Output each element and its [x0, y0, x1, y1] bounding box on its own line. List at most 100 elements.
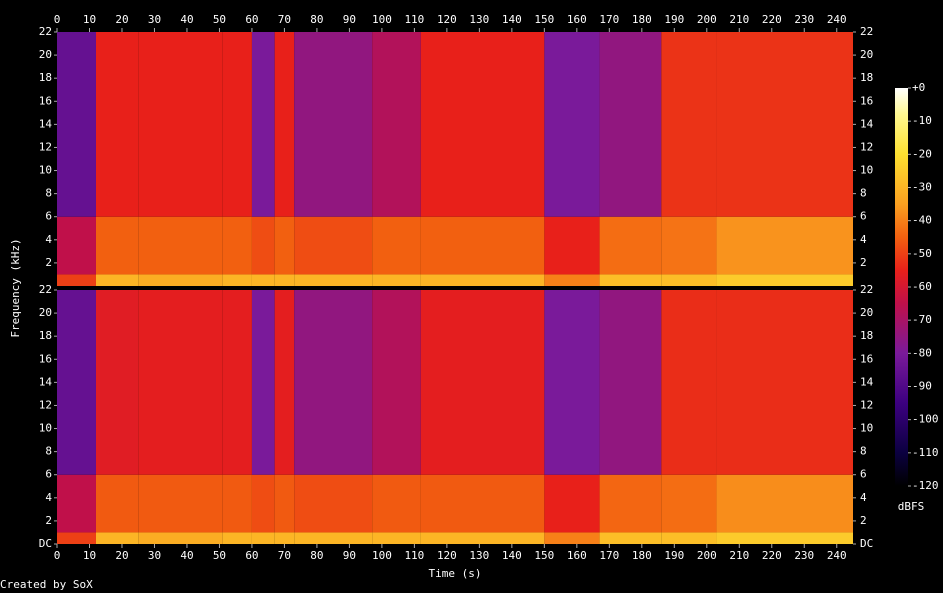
y-tick-label-right: 12 [860, 398, 873, 411]
heat-cell [420, 32, 545, 217]
heat-cell [95, 32, 139, 217]
heat-cell [57, 32, 96, 217]
y-tick-label-right: 12 [860, 140, 873, 153]
heat-cell [544, 274, 600, 286]
y-tick-label: 2 [45, 256, 52, 269]
x-tick-label-top: 200 [697, 13, 717, 26]
y-tick-label-right: 14 [860, 375, 874, 388]
x-axis-label: Time (s) [429, 567, 482, 580]
y-tick-label: 10 [39, 422, 52, 435]
x-tick-label: 80 [310, 549, 323, 562]
heat-cell [222, 274, 252, 286]
heat-cell [274, 474, 295, 533]
x-tick-label-top: 50 [213, 13, 226, 26]
y-tick-label-right: 22 [860, 25, 873, 38]
x-tick-label: 30 [148, 549, 161, 562]
y-tick-label-right: 16 [860, 94, 873, 107]
x-tick-label: 170 [599, 549, 619, 562]
y-tick-label-right: 2 [860, 514, 867, 527]
heat-cell [138, 290, 223, 475]
heat-cell [222, 290, 252, 475]
colorbar-tick-label: -40 [912, 214, 932, 227]
heat-cell [251, 32, 275, 217]
x-tick-label: 0 [54, 549, 61, 562]
y-tick-label: 16 [39, 352, 52, 365]
x-tick-label: 10 [83, 549, 96, 562]
heat-cell [599, 274, 662, 286]
heat-cell [251, 274, 275, 286]
y-tick-label: 20 [39, 306, 52, 319]
heat-cell [599, 32, 662, 217]
heat-cell [294, 32, 373, 217]
x-tick-label: 230 [794, 549, 814, 562]
x-tick-label-top: 160 [567, 13, 587, 26]
x-tick-label-top: 40 [180, 13, 193, 26]
y-tick-label-right: 22 [860, 283, 873, 296]
y-tick-label-right: DC [860, 537, 873, 550]
x-tick-label-top: 80 [310, 13, 323, 26]
colorbar-label: dBFS [898, 500, 925, 513]
colorbar-tick-label: -50 [912, 247, 932, 260]
x-tick-label-top: 240 [827, 13, 847, 26]
y-tick-label-right: 14 [860, 117, 874, 130]
heat-cell [420, 274, 545, 286]
heat-cell [222, 216, 252, 275]
heat-cell [544, 474, 600, 533]
heat-cell [420, 290, 545, 475]
heat-cell [138, 32, 223, 217]
x-tick-label: 240 [827, 549, 847, 562]
x-tick-label: 110 [404, 549, 424, 562]
heat-cell [274, 216, 295, 275]
y-tick-label: DC [39, 537, 52, 550]
y-tick-label-right: 6 [860, 210, 867, 223]
y-tick-label-right: 10 [860, 164, 873, 177]
heat-cell [661, 216, 717, 275]
heat-cell [274, 532, 295, 544]
heat-cell [251, 290, 275, 475]
heat-cell [661, 32, 717, 217]
heat-cell [716, 32, 853, 217]
heat-cell [372, 274, 421, 286]
x-tick-label-top: 10 [83, 13, 96, 26]
heat-cell [372, 216, 421, 275]
y-tick-label-right: 8 [860, 445, 867, 458]
colorbar-tick-label: +0 [912, 81, 925, 94]
y-tick-label-right: 10 [860, 422, 873, 435]
colorbar-tick-label: -110 [912, 446, 939, 459]
x-tick-label-top: 70 [278, 13, 291, 26]
heat-cell [251, 216, 275, 275]
x-tick-label: 160 [567, 549, 587, 562]
heat-cell [95, 532, 139, 544]
heat-cell [716, 274, 853, 286]
heat-cell [138, 474, 223, 533]
x-tick-label-top: 130 [469, 13, 489, 26]
y-tick-label-right: 20 [860, 306, 873, 319]
heat-cell [95, 274, 139, 286]
y-tick-label: 6 [45, 468, 52, 481]
heat-cell [57, 274, 96, 286]
x-tick-label: 100 [372, 549, 392, 562]
y-tick-label: 8 [45, 445, 52, 458]
y-tick-label: 2 [45, 514, 52, 527]
heat-cell [251, 474, 275, 533]
heat-cell [95, 474, 139, 533]
x-tick-label-top: 30 [148, 13, 161, 26]
y-tick-label: 12 [39, 140, 52, 153]
heat-cell [294, 216, 373, 275]
y-tick-label: 8 [45, 187, 52, 200]
heat-cell [661, 290, 717, 475]
x-tick-label-top: 120 [437, 13, 457, 26]
heat-cell [544, 216, 600, 275]
y-tick-label: 12 [39, 398, 52, 411]
heat-cell [57, 216, 96, 275]
y-tick-label: 4 [45, 491, 52, 504]
heat-cell [294, 290, 373, 475]
x-tick-label-top: 210 [729, 13, 749, 26]
heat-cell [599, 532, 662, 544]
heat-cell [57, 474, 96, 533]
x-tick-label-top: 170 [599, 13, 619, 26]
colorbar-tick-label: -120 [912, 479, 939, 492]
heat-cell [57, 290, 96, 475]
